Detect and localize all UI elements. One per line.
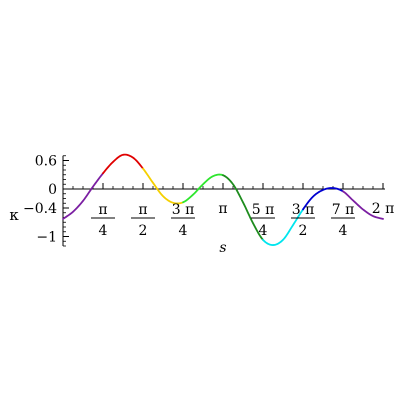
series-segment bbox=[62, 172, 104, 220]
x-tick-label: π bbox=[218, 201, 227, 217]
x-tick-label: 2 π bbox=[372, 201, 395, 217]
x-tick-numerator: π bbox=[138, 202, 147, 218]
x-tick-numerator: 3 π bbox=[292, 202, 315, 218]
y-tick-label: −0.4 bbox=[23, 201, 57, 217]
series-segment bbox=[302, 187, 344, 211]
series-segment bbox=[102, 153, 144, 175]
x-tick-numerator: 7 π bbox=[332, 202, 355, 218]
series-segment bbox=[222, 174, 264, 241]
series-segment bbox=[262, 208, 304, 246]
series-line bbox=[62, 153, 384, 246]
series-segment bbox=[342, 190, 384, 220]
series-segment bbox=[142, 167, 184, 205]
x-axis-label: s bbox=[219, 240, 226, 256]
axes bbox=[62, 155, 385, 247]
x-tick-denominator: 2 bbox=[299, 223, 308, 239]
y-tick-label: 0.6 bbox=[35, 154, 57, 170]
x-tick-denominator: 2 bbox=[139, 223, 148, 239]
y-axis-label: κ bbox=[9, 206, 19, 224]
x-tick-numerator: 5 π bbox=[252, 202, 275, 218]
y-tick-labels: 0.6 0 −0.4 −1 bbox=[23, 154, 57, 246]
x-tick-numerator: 3 π bbox=[172, 202, 195, 218]
x-tick-labels: π 4 π 2 3 π 4 π 5 π 4 3 π 2 7 π 4 2 π bbox=[91, 201, 394, 239]
series-segment bbox=[182, 173, 224, 204]
y-tick-label: −1 bbox=[36, 230, 57, 246]
y-tick-label: 0 bbox=[48, 182, 57, 198]
x-tick-numerator: π bbox=[98, 202, 107, 218]
x-tick-denominator: 4 bbox=[99, 223, 108, 239]
x-tick-denominator: 4 bbox=[179, 223, 188, 239]
x-tick-denominator: 4 bbox=[339, 223, 348, 239]
x-tick-denominator: 4 bbox=[259, 223, 268, 239]
